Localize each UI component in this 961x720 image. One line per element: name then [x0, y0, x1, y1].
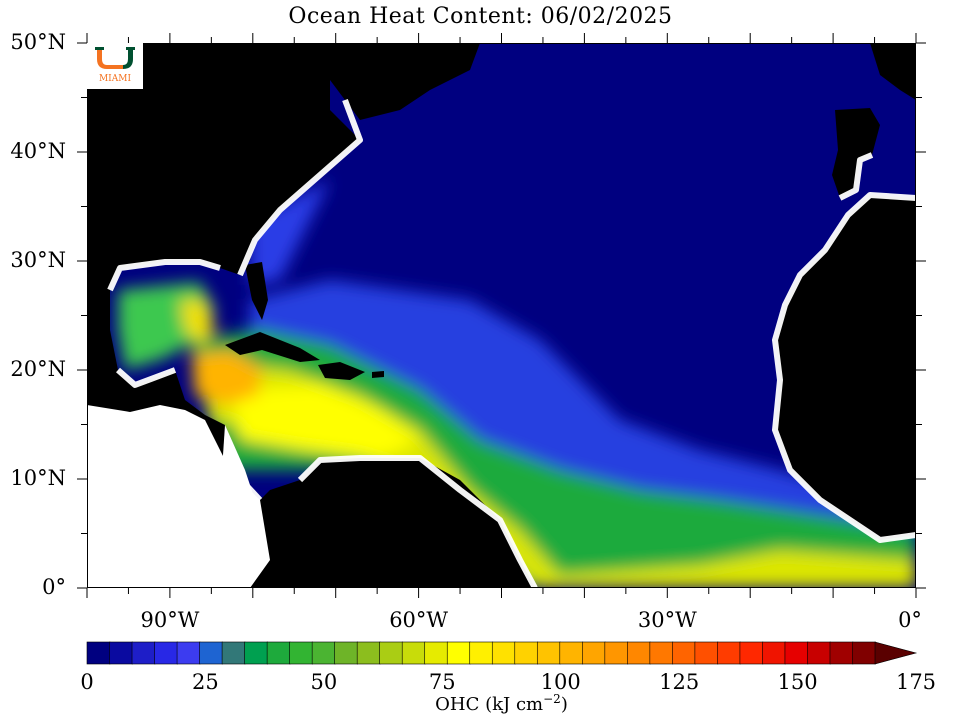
colorbar-tick-label: 25	[192, 670, 219, 694]
florida	[245, 262, 268, 320]
colorbar-swatch	[401, 641, 426, 665]
colorbar-swatch	[154, 641, 178, 665]
lat-label: 50°N	[10, 30, 66, 54]
europe	[832, 108, 880, 198]
colorbar-tick-label: 175	[895, 670, 937, 694]
colorbar-swatch	[379, 641, 403, 665]
colorbar-swatch	[807, 641, 831, 665]
colorbar-title-suffix: )	[560, 694, 568, 715]
colorbar-swatch	[582, 641, 606, 665]
colorbar-swatch	[784, 641, 809, 665]
warm-band-green	[190, 330, 916, 588]
axis-ticks	[77, 33, 926, 598]
colorbar-swatch	[604, 641, 629, 665]
colorbar-swatch	[852, 641, 876, 665]
colorbar	[86, 641, 918, 665]
blue-coast	[250, 180, 330, 285]
colorbar-swatch	[514, 641, 539, 665]
colorbar-swatch	[694, 641, 719, 665]
university-logo: MIAMI	[87, 43, 143, 89]
africa	[775, 195, 916, 540]
colorbar-swatch	[829, 641, 854, 665]
colorbar-swatch	[131, 641, 156, 665]
colorbar-swatch	[469, 641, 494, 665]
colorbar-swatch	[627, 641, 651, 665]
colorbar-swatch	[424, 641, 449, 665]
colorbar-swatch	[739, 641, 764, 665]
lon-label: 30°W	[637, 608, 697, 632]
colorbar-swatch	[289, 641, 313, 665]
colorbar-title: OHC (kJ cm−2)	[0, 692, 961, 715]
lon-label: 60°W	[389, 608, 448, 632]
puerto-rico	[372, 371, 384, 378]
u-logo-icon	[95, 47, 135, 69]
europe-north	[870, 43, 916, 100]
colorbar-swatch	[559, 641, 584, 665]
colorbar-swatch	[446, 641, 471, 665]
colorbar-swatch	[176, 641, 201, 665]
colorbar-swatch	[199, 641, 223, 665]
colorbar-tick-label: 100	[540, 670, 581, 694]
north-america-north	[330, 43, 480, 120]
colorbar-swatch	[356, 641, 381, 665]
colorbar-tick-label: 75	[428, 670, 456, 694]
colorbar-title-prefix: OHC (kJ cm	[435, 694, 544, 715]
colorbar-swatch	[221, 641, 246, 665]
lon-label: 0°	[898, 608, 922, 632]
colorbar-tick-label: 50	[310, 670, 338, 694]
cuba	[225, 332, 320, 362]
lon-label: 90°W	[140, 608, 200, 632]
map-title: Ocean Heat Content: 06/02/2025	[288, 4, 673, 29]
lat-label: 10°N	[10, 466, 66, 490]
loop-current	[180, 300, 215, 345]
colorbar-swatch	[649, 641, 674, 665]
colorbar-swatch	[86, 641, 111, 665]
colorbar-tick-label: 125	[659, 670, 700, 694]
colorbar-swatch	[536, 641, 561, 665]
colorbar-swatch	[266, 641, 291, 665]
colorbar-swatch	[311, 641, 336, 665]
colorbar-title-exponent: −2	[543, 692, 561, 706]
lat-label: 20°N	[10, 357, 66, 381]
colorbar-swatch	[244, 641, 268, 665]
colorbar-swatch	[491, 641, 516, 665]
colorbar-extend-arrow	[874, 641, 918, 665]
lat-label: 0°	[42, 575, 66, 599]
map-frame	[87, 43, 916, 588]
colorbar-swatch	[762, 641, 786, 665]
colorbar-tick-label: 0	[80, 670, 94, 694]
colorbar-swatch	[109, 641, 133, 665]
no-data-inland	[87, 405, 270, 588]
colorbar-swatch	[334, 641, 358, 665]
caribbean-orange	[192, 350, 262, 405]
lat-label: 40°N	[10, 139, 66, 163]
colorbar-swatch	[717, 641, 741, 665]
hispaniola	[318, 362, 365, 380]
no-data-coastline	[107, 98, 916, 588]
south-america	[87, 458, 530, 588]
lat-label: 30°N	[10, 248, 66, 272]
yellow-core	[230, 385, 420, 460]
colorbar-tick-label: 150	[777, 670, 818, 694]
logo-wordmark: MIAMI	[98, 74, 132, 84]
colorbar-swatch	[672, 641, 696, 665]
